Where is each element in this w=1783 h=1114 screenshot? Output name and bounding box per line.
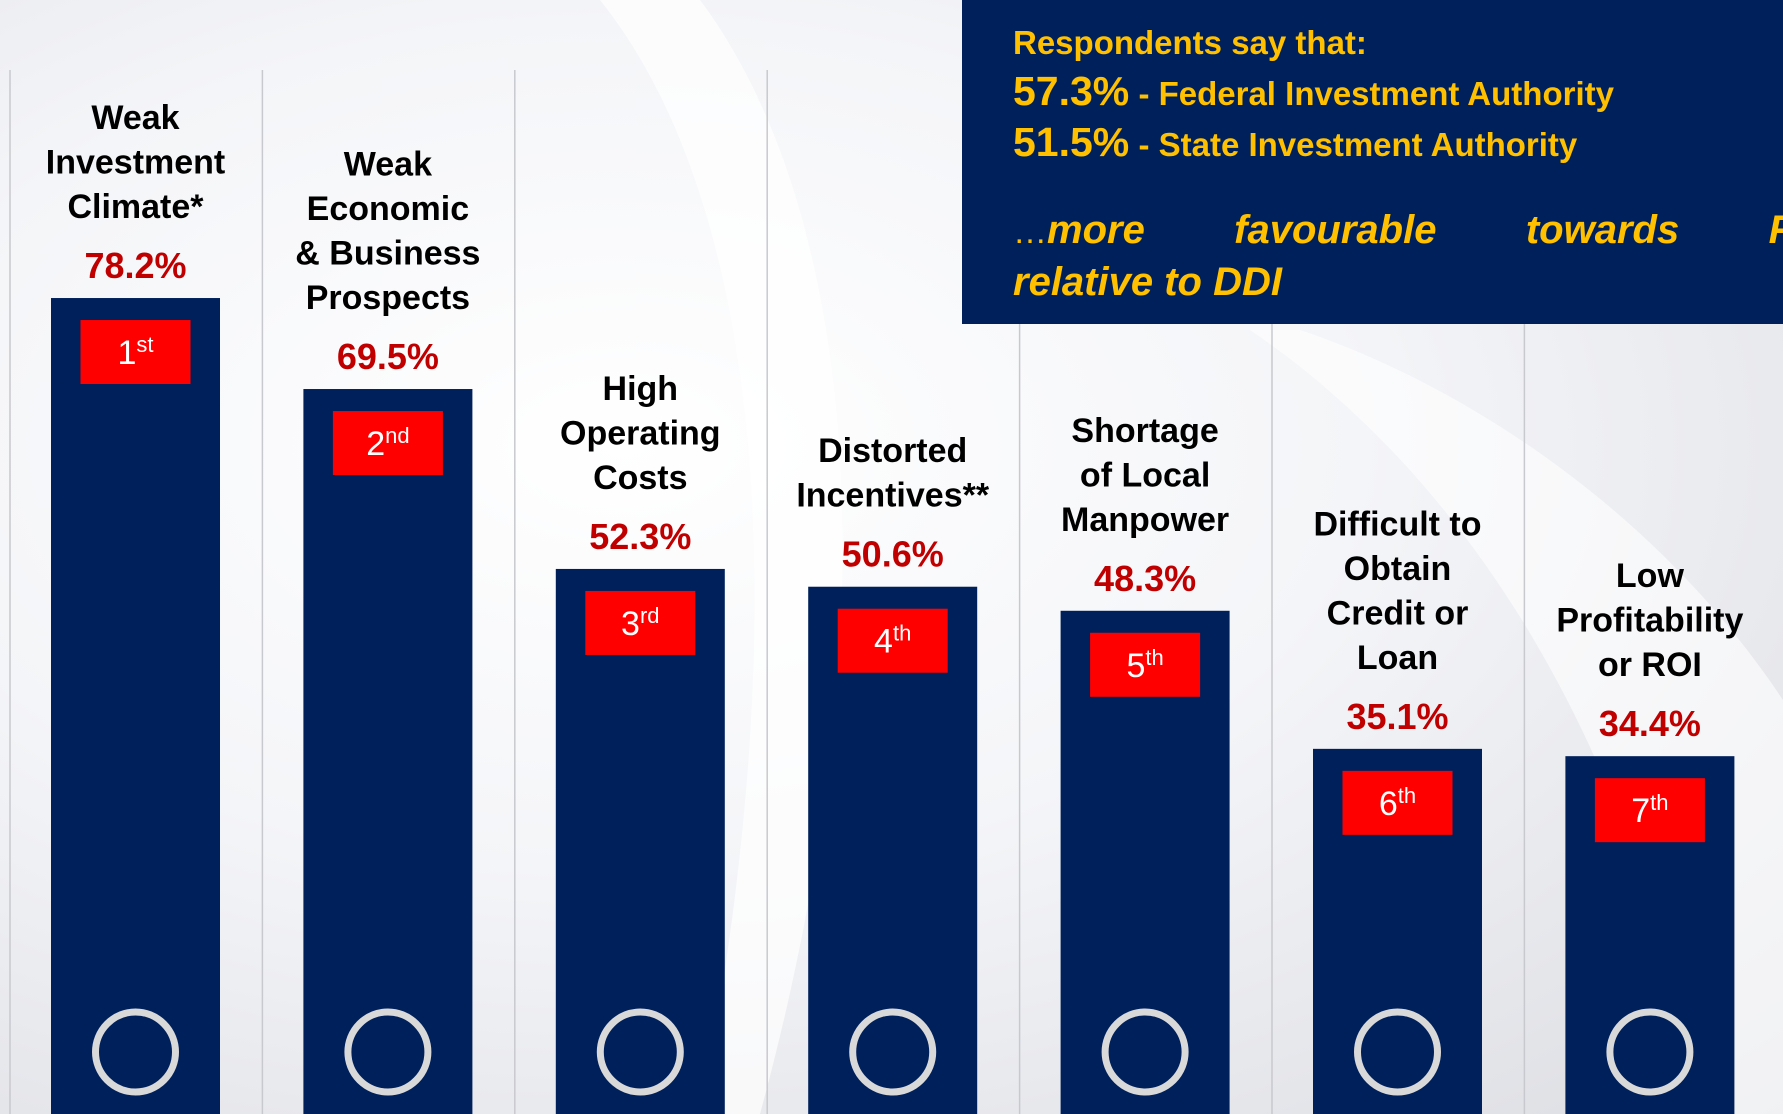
category-label: & Business — [295, 235, 480, 273]
rank-badge — [837, 608, 948, 673]
callout: Respondents say that: 57.3% - Federal In… — [962, 0, 1783, 324]
rank-number: 2 — [366, 425, 385, 463]
category-label: Difficult to — [1313, 505, 1481, 543]
callout-value: 57.3% — [1013, 68, 1130, 114]
note-prefix: … — [1013, 213, 1047, 251]
icon — [1354, 1008, 1441, 1096]
icon — [92, 1008, 179, 1096]
callout-item: 57.3% - Federal Investment Authority — [1013, 68, 1614, 115]
rank-badge — [332, 411, 443, 476]
rank-badge — [1090, 632, 1201, 697]
value-label: 78.2% — [84, 245, 186, 286]
rank-label: 4th — [874, 621, 911, 661]
rank-badge — [1342, 770, 1453, 835]
rank-suffix: th — [1398, 783, 1416, 808]
callout-label: - State Investment Authority — [1138, 126, 1578, 163]
category-label: Operating — [560, 414, 721, 452]
category-label: Economic — [307, 190, 469, 228]
callout-item: 51.5% - State Investment Authority — [1013, 119, 1577, 166]
value-label: 34.4% — [1599, 703, 1701, 744]
rank-label: 6th — [1379, 783, 1416, 823]
rank-number: 1 — [117, 334, 136, 372]
rank-label: 5th — [1126, 645, 1163, 685]
value-label: 35.1% — [1346, 696, 1448, 737]
category-label: Climate* — [67, 188, 204, 226]
callout-heading: Respondents say that: — [1013, 24, 1367, 61]
category-label: Obtain — [1344, 550, 1452, 588]
rank-label: 3rd — [621, 603, 659, 643]
icon — [596, 1008, 684, 1096]
rank-suffix: th — [893, 621, 911, 646]
category-label: Loan — [1357, 639, 1438, 677]
value-label: 52.3% — [589, 516, 691, 557]
rank-suffix: th — [1650, 790, 1668, 815]
rank-badge — [1594, 778, 1705, 843]
category-label: Prospects — [306, 279, 470, 317]
icon — [1606, 1008, 1694, 1096]
icon — [849, 1008, 937, 1096]
category-label: Weak — [91, 99, 179, 137]
callout-note: …more favourable towards FDI — [1013, 208, 1783, 253]
rank-badge — [585, 590, 696, 655]
category-label: Distorted — [818, 432, 967, 470]
category-label: Low — [1616, 557, 1685, 595]
rank-label: 7th — [1631, 790, 1668, 830]
rank-number: 3 — [621, 605, 640, 643]
rank-label: 1st — [117, 332, 153, 372]
rank-number: 4 — [874, 623, 893, 661]
callout-note: relative to DDI — [1013, 260, 1282, 305]
rank-suffix: th — [1145, 645, 1163, 670]
category-label: Costs — [593, 459, 687, 497]
rank-number: 7 — [1631, 792, 1650, 830]
bar — [555, 568, 725, 1114]
callout-label: - Federal Investment Authority — [1138, 75, 1614, 112]
rank-suffix: rd — [640, 603, 660, 628]
bar — [51, 298, 220, 1114]
rank-badge — [80, 320, 191, 385]
icon — [1101, 1008, 1189, 1096]
category-label: High — [603, 370, 679, 408]
icon — [344, 1008, 432, 1096]
bar — [303, 389, 473, 1114]
rank-suffix: nd — [385, 423, 409, 448]
category-label: Credit or — [1327, 594, 1469, 632]
rank-number: 6 — [1379, 785, 1398, 823]
bar — [808, 586, 978, 1114]
category-label: Shortage — [1071, 412, 1218, 450]
rank-label: 2nd — [366, 423, 409, 463]
category-label: of Local — [1080, 456, 1210, 494]
note-line: relative to DDI — [1013, 260, 1282, 304]
rank-suffix: st — [136, 332, 153, 357]
callout-value: 51.5% — [1013, 119, 1130, 165]
value-label: 69.5% — [337, 336, 439, 377]
value-label: 48.3% — [1094, 558, 1196, 599]
note-line: more favourable towards FDI — [1047, 208, 1783, 252]
category-label: or ROI — [1598, 646, 1702, 684]
category-label: Profitability — [1556, 602, 1743, 640]
category-label: Weak — [344, 146, 432, 184]
value-label: 50.6% — [842, 534, 944, 575]
category-label: Investment — [46, 144, 226, 182]
category-label: Incentives** — [796, 477, 990, 515]
rank-number: 5 — [1126, 647, 1145, 685]
swoosh — [600, 0, 843, 1114]
category-label: Manpower — [1061, 501, 1229, 539]
